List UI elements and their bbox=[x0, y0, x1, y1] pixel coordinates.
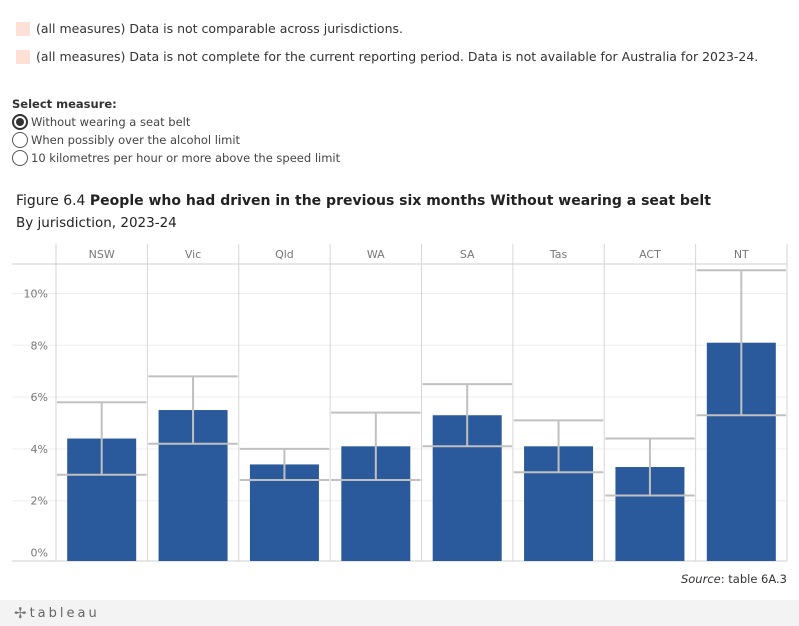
measure-option-label[interactable]: When possibly over the alcohol limit bbox=[31, 133, 241, 147]
category-label: Tas bbox=[549, 248, 568, 261]
figure-number: Figure 6.4 bbox=[16, 193, 86, 209]
y-tick-label: 6% bbox=[31, 391, 48, 404]
category-label: Vic bbox=[185, 248, 201, 261]
source-note: Source: table 6A.3 bbox=[681, 572, 787, 586]
measure-selector-title: Select measure: bbox=[12, 97, 117, 111]
category-label: NSW bbox=[89, 248, 115, 261]
note-swatch bbox=[16, 21, 30, 36]
note-text: (all measures) Data is not comparable ac… bbox=[36, 21, 403, 36]
note-swatch bbox=[16, 49, 30, 64]
measure-option-seat-belt[interactable]: Without wearing a seat belt bbox=[12, 114, 190, 130]
bar-chart: 0% 2% 4% 6% 8% 10% NSW Vic Qld WA SA Tas ACT NT bbox=[12, 244, 788, 562]
category-label: Qld bbox=[275, 248, 294, 261]
tableau-plus-icon: ✢ bbox=[14, 604, 27, 622]
note-not-comparable: (all measures) Data is not comparable ac… bbox=[16, 21, 403, 36]
y-tick-label: 8% bbox=[31, 339, 48, 352]
category-label: NT bbox=[734, 248, 749, 261]
y-tick-label: 0% bbox=[31, 547, 48, 560]
source-label: Source bbox=[680, 572, 721, 586]
measure-option-speed[interactable]: 10 kilometres per hour or more above the… bbox=[12, 150, 340, 166]
note-not-complete: (all measures) Data is not complete for … bbox=[16, 49, 758, 64]
measure-option-alcohol[interactable]: When possibly over the alcohol limit bbox=[12, 132, 240, 148]
figure-title: Figure 6.4 People who had driven in the … bbox=[16, 193, 711, 209]
measure-option-label[interactable]: Without wearing a seat belt bbox=[31, 115, 191, 129]
tableau-logo[interactable]: ✢ tableau bbox=[14, 604, 100, 622]
footer-bar: ✢ tableau bbox=[0, 600, 799, 626]
tableau-logo-text: tableau bbox=[29, 605, 100, 621]
y-tick-label: 4% bbox=[31, 443, 48, 456]
radio-icon[interactable] bbox=[12, 132, 28, 148]
radio-selected-icon[interactable] bbox=[12, 114, 28, 130]
figure-subtitle: By jurisdiction, 2023-24 bbox=[16, 215, 177, 231]
measure-option-label[interactable]: 10 kilometres per hour or more above the… bbox=[31, 151, 341, 165]
category-label: ACT bbox=[639, 248, 661, 261]
radio-icon[interactable] bbox=[12, 150, 28, 166]
y-tick-label: 2% bbox=[31, 495, 48, 508]
category-label: SA bbox=[460, 248, 475, 261]
note-text: (all measures) Data is not complete for … bbox=[36, 49, 759, 64]
figure-main-title: People who had driven in the previous si… bbox=[89, 193, 711, 209]
source-text: : table 6A.3 bbox=[720, 572, 787, 586]
category-label: WA bbox=[367, 248, 385, 261]
y-tick-label: 10% bbox=[24, 288, 48, 301]
